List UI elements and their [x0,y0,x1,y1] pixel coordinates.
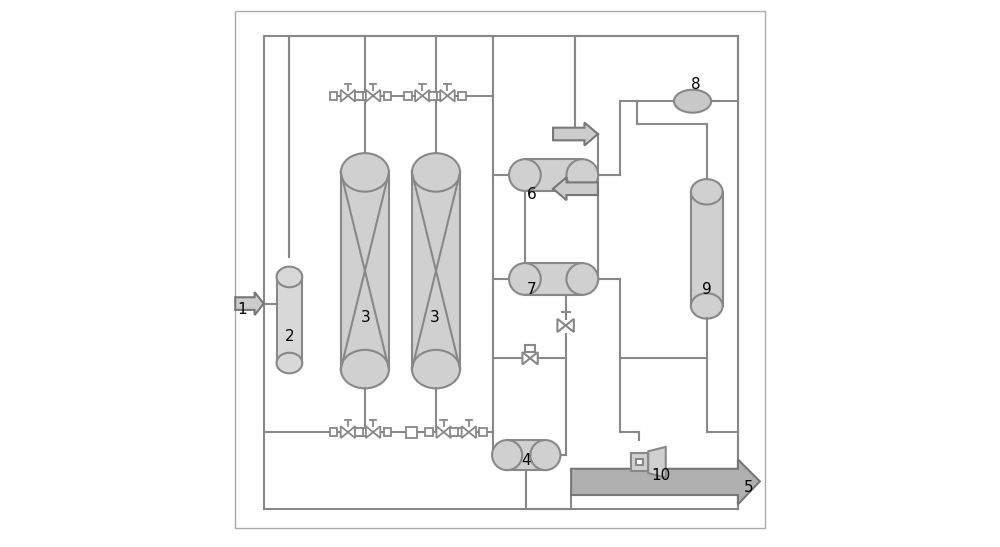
Polygon shape [571,459,760,504]
Ellipse shape [341,350,389,388]
Text: 8: 8 [691,77,701,92]
Bar [507,440,545,470]
Ellipse shape [412,350,460,388]
Bar [341,172,389,369]
Bar [525,159,582,191]
Bar [406,427,417,438]
Bar [525,345,535,352]
Polygon shape [522,352,530,364]
Polygon shape [422,90,430,102]
Bar [631,453,648,471]
Polygon shape [348,90,355,102]
Polygon shape [235,292,264,315]
Ellipse shape [277,353,302,374]
Polygon shape [436,426,444,438]
Ellipse shape [691,293,723,318]
Polygon shape [530,352,538,364]
Text: 4: 4 [521,453,531,468]
Bar [433,92,441,100]
Polygon shape [366,90,373,102]
Bar [384,428,391,436]
Bar [525,263,582,295]
Bar [358,428,366,436]
Text: 7: 7 [527,282,537,298]
Ellipse shape [509,159,541,191]
Polygon shape [447,90,455,102]
Ellipse shape [341,153,389,191]
Bar [636,459,643,465]
Text: 2: 2 [285,329,294,344]
Text: 1: 1 [237,301,247,317]
Polygon shape [462,426,469,438]
Polygon shape [648,447,666,478]
Polygon shape [373,426,380,438]
Bar [355,92,363,100]
Ellipse shape [492,440,522,470]
Text: 5: 5 [744,480,754,496]
Polygon shape [373,90,380,102]
Ellipse shape [691,179,723,205]
Text: 10: 10 [652,468,671,484]
Text: 6: 6 [527,187,537,202]
Bar [425,428,433,436]
Polygon shape [566,319,574,332]
Polygon shape [348,426,355,438]
Bar [454,428,462,436]
Ellipse shape [530,440,560,470]
Polygon shape [553,123,598,146]
Polygon shape [341,426,348,438]
Polygon shape [553,177,598,200]
Bar [277,277,302,363]
Ellipse shape [674,90,711,113]
Bar [450,428,458,436]
Polygon shape [469,426,476,438]
Polygon shape [341,90,348,102]
Ellipse shape [412,153,460,191]
Bar [429,92,437,100]
Bar [404,92,412,100]
Ellipse shape [277,267,302,287]
Bar [358,92,366,100]
Bar [458,92,466,100]
Bar [691,192,723,306]
Polygon shape [440,90,447,102]
Text: 9: 9 [702,282,712,298]
Bar [384,92,391,100]
Ellipse shape [566,263,598,295]
Bar [479,428,487,436]
Ellipse shape [509,263,541,295]
Polygon shape [557,319,566,332]
Polygon shape [415,90,422,102]
Text: 3: 3 [361,310,371,325]
Polygon shape [366,426,373,438]
Bar [330,428,337,436]
Bar [412,172,460,369]
Text: 3: 3 [429,310,439,325]
Polygon shape [444,426,451,438]
Ellipse shape [566,159,598,191]
Bar [355,428,363,436]
Bar [330,92,337,100]
